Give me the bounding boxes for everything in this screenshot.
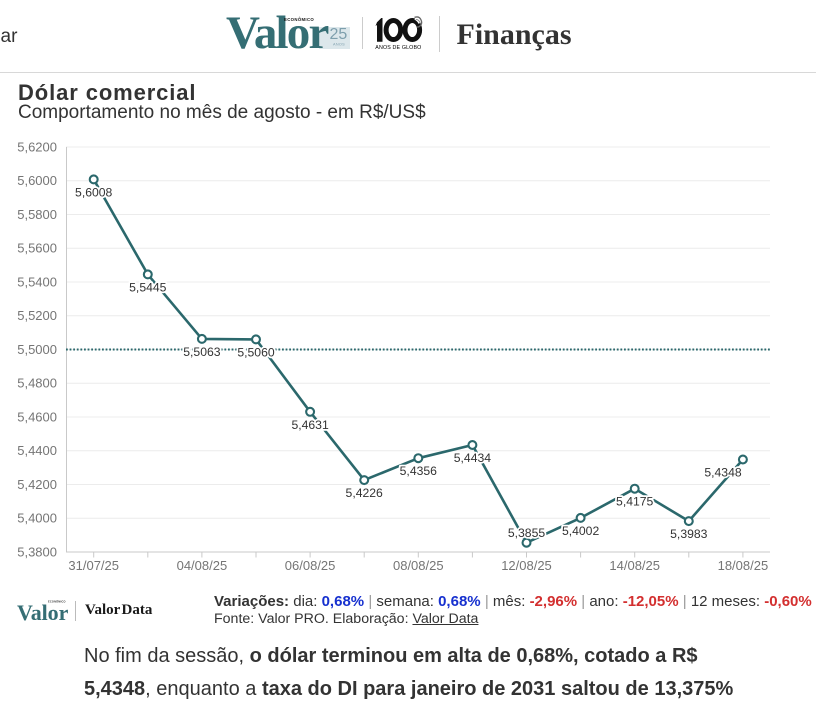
svg-text:5,5200: 5,5200 <box>17 308 57 323</box>
svg-text:5,4631: 5,4631 <box>291 418 328 432</box>
svg-text:14/08/25: 14/08/25 <box>609 558 660 573</box>
svg-text:5,6200: 5,6200 <box>17 139 57 154</box>
svg-text:18/08/25: 18/08/25 <box>718 558 769 573</box>
svg-text:5,4175: 5,4175 <box>616 495 653 509</box>
svg-text:08/08/25: 08/08/25 <box>393 558 444 573</box>
svg-text:5,5063: 5,5063 <box>183 345 220 359</box>
svg-text:5,5445: 5,5445 <box>129 280 166 294</box>
svg-text:5,4348: 5,4348 <box>704 466 741 480</box>
svg-text:04/08/25: 04/08/25 <box>177 558 228 573</box>
svg-text:5,6008: 5,6008 <box>75 185 112 199</box>
svg-text:5,3983: 5,3983 <box>670 527 707 541</box>
svg-text:5,3855: 5,3855 <box>508 526 545 540</box>
svg-text:5,5600: 5,5600 <box>17 241 57 256</box>
svg-text:12/08/25: 12/08/25 <box>501 558 552 573</box>
svg-text:5,4434: 5,4434 <box>454 451 491 465</box>
svg-text:5,5400: 5,5400 <box>17 274 57 289</box>
svg-text:ANOS DE GLOBO: ANOS DE GLOBO <box>375 45 421 51</box>
svg-text:5,4226: 5,4226 <box>346 486 383 500</box>
svg-text:5,4600: 5,4600 <box>17 409 57 424</box>
svg-text:5,3800: 5,3800 <box>17 544 57 559</box>
svg-text:5,5800: 5,5800 <box>17 207 57 222</box>
svg-text:5,5060: 5,5060 <box>237 345 274 359</box>
svg-text:5,4400: 5,4400 <box>17 443 57 458</box>
svg-text:5,4002: 5,4002 <box>562 524 599 538</box>
svg-text:31/07/25: 31/07/25 <box>68 558 119 573</box>
svg-text:06/08/25: 06/08/25 <box>285 558 336 573</box>
svg-text:5,4000: 5,4000 <box>17 511 57 526</box>
svg-text:5,4800: 5,4800 <box>17 376 57 391</box>
svg-text:5,5000: 5,5000 <box>17 342 57 357</box>
svg-text:5,4200: 5,4200 <box>17 477 57 492</box>
svg-text:5,4356: 5,4356 <box>400 464 437 478</box>
svg-text:5,6000: 5,6000 <box>17 173 57 188</box>
